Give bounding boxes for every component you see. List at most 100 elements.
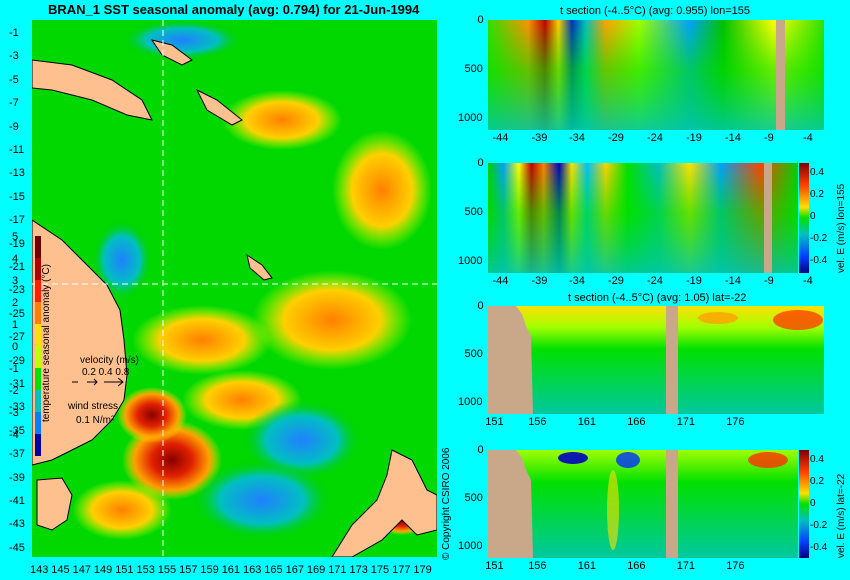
colorbar-tick: 2: [12, 297, 19, 309]
section-x-tick: -24: [647, 132, 663, 144]
longitude-label: 159: [200, 564, 219, 576]
latitude-label: -19: [9, 237, 25, 250]
latitude-label: -25: [9, 307, 25, 320]
longitude-label: 169: [306, 564, 326, 576]
longitude-label: 145: [51, 564, 70, 576]
seafloor-land: [666, 306, 678, 414]
section-x-tick: -14: [725, 132, 741, 144]
section-x-tick: -9: [764, 132, 774, 144]
latitude-label: -23: [9, 284, 25, 297]
section-x-tick: -19: [686, 275, 702, 287]
new-caledonia-land: [246, 253, 273, 281]
longitude-label: 175: [370, 564, 390, 576]
latitude-label: -31: [9, 378, 25, 390]
section-y-tick: 1000: [458, 112, 483, 124]
velocity-colorbar-tick: 0.4: [810, 454, 824, 465]
section-y-tick: 500: [464, 492, 483, 504]
velocity-colorbar-tick: 0.2: [810, 476, 824, 487]
latitude-label: -35: [9, 424, 25, 437]
colorbar-tick: -3: [9, 407, 19, 419]
longitude-label: 177: [392, 564, 411, 576]
latitude-label: -13: [9, 167, 25, 180]
section-x-tick: 176: [726, 560, 745, 572]
section-x-tick: 166: [627, 416, 646, 428]
latitude-label: -39: [9, 471, 25, 484]
latitude-label: -29: [9, 354, 25, 367]
section-y-tick: 500: [464, 348, 483, 360]
section-y-tick: 500: [464, 63, 483, 75]
colorbar-tick: -4: [9, 429, 19, 441]
tasmania-land: [36, 477, 73, 531]
velocity-colorbar-tick: 0.2: [810, 189, 824, 200]
velocity-section-lat-22: [488, 450, 798, 558]
colorbar-tick: 4: [12, 253, 19, 265]
temperature-section-lat-22: [488, 306, 824, 414]
section-x-tick: 151: [485, 416, 504, 428]
section-x-tick: 156: [528, 560, 547, 572]
latitude-label: -43: [9, 518, 25, 531]
velocity-colorbar-tick: 0.4: [810, 167, 824, 178]
section-y-tick: 1000: [458, 255, 483, 267]
section-x-tick: -29: [608, 275, 624, 287]
temperature-colorbar: [35, 236, 41, 456]
section-x-tick: -4: [803, 132, 813, 144]
latitude-label: -33: [9, 401, 25, 414]
latitude-label: -7: [9, 97, 19, 110]
section-x-tick: -29: [608, 132, 624, 144]
colorbar-tick: 0: [12, 341, 19, 353]
latitude-label: -15: [9, 190, 25, 203]
longitude-label: 179: [413, 564, 432, 576]
velocity-colorbar-label: vel. E (m/s) lon=155: [836, 183, 847, 273]
section-x-tick: -39: [531, 275, 548, 287]
warm-region: [332, 130, 432, 250]
seafloor-land: [776, 20, 785, 130]
velocity-colorbar: [799, 163, 809, 273]
colorbar-tick: 5: [12, 231, 19, 243]
solomon-islands-land: [195, 88, 243, 126]
section-x-tick: -9: [764, 275, 774, 287]
latitude-label: -41: [9, 495, 25, 507]
velocity-colorbar: [799, 450, 809, 558]
cool-region: [92, 220, 152, 300]
section-x-tick: 166: [627, 560, 646, 572]
latitude-label: -45: [9, 541, 25, 554]
velocity-section-lon155: [488, 163, 798, 273]
longitude-label: 173: [349, 564, 368, 576]
temperature-section-lon155: [488, 20, 824, 130]
section-x-tick: 156: [528, 416, 547, 428]
longitude-label: 161: [221, 564, 241, 576]
latitude-label: -3: [9, 50, 19, 63]
velocity-colorbar-tick: -0.2: [810, 233, 828, 244]
island-land: [150, 39, 193, 66]
section-title: t section (-4..5°C) (avg: 0.955) lon=155: [560, 5, 750, 17]
velocity-colorbar-tick: 0: [810, 211, 816, 222]
seafloor-land: [488, 450, 533, 558]
section-y-tick: 0: [477, 444, 484, 456]
wind-legend-label: wind stress: [68, 401, 119, 412]
velocity-colorbar-tick: -0.4: [810, 542, 828, 553]
colorbar-tick: 1: [12, 319, 19, 331]
australia-land: [32, 219, 128, 466]
cool-region: [192, 460, 332, 540]
latitude-label: -11: [9, 144, 25, 156]
cool-region: [122, 20, 242, 60]
longitude-label: 155: [157, 564, 177, 576]
velocity-colorbar-label: vel. E (m/s) lat=-22: [836, 473, 847, 558]
cool-region: [242, 400, 362, 480]
seafloor-land: [666, 450, 678, 558]
section-x-tick: -44: [492, 275, 509, 287]
warm-eddy: [117, 387, 187, 443]
velocity-colorbar-tick: -0.2: [810, 520, 828, 531]
section-y-tick: 1000: [458, 396, 483, 408]
section-x-tick: 171: [676, 416, 696, 428]
section-x-tick: 161: [577, 560, 597, 572]
longitude-label: 149: [93, 564, 113, 576]
section-x-tick: -19: [686, 132, 702, 144]
longitude-label: 171: [328, 564, 347, 576]
latitude-label: -21: [9, 261, 25, 273]
seafloor-land: [488, 306, 533, 414]
section-y-tick: 0: [477, 300, 484, 312]
warm-region: [222, 90, 342, 150]
wind-legend-value: 0.1 N/m²: [76, 415, 115, 426]
section-x-tick: -4: [803, 275, 813, 287]
